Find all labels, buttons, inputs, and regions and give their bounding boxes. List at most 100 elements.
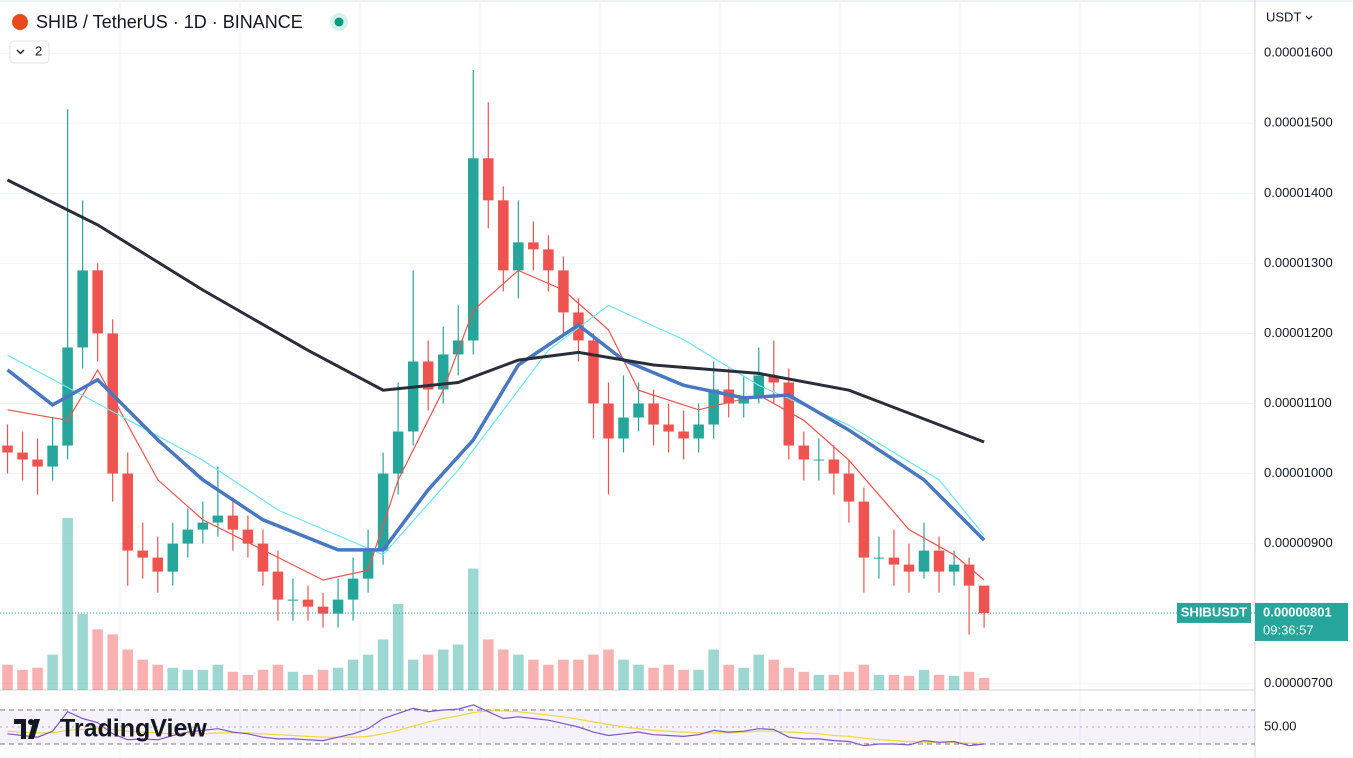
candle-body (227, 515, 239, 530)
volume-bar (888, 674, 900, 690)
candle-body (663, 424, 674, 432)
candle-body (558, 270, 569, 313)
volume-bar (873, 674, 885, 690)
candle-body (888, 557, 900, 565)
currency-selector[interactable]: USDT (1266, 9, 1301, 24)
currency-chevron (1305, 15, 1313, 20)
candle-body (182, 529, 194, 544)
candle-body (918, 550, 930, 572)
y-tick-label: 0.00001100 (1264, 395, 1332, 410)
countdown-text: 09:36:57 (1263, 622, 1314, 637)
moving-average (7, 269, 985, 581)
volume-bar (723, 664, 734, 690)
symbol-badge (1177, 602, 1251, 623)
indicator-toggle[interactable] (9, 40, 50, 64)
candle-body (362, 550, 374, 579)
volume-bar (2, 664, 13, 690)
volume-bar (483, 639, 494, 690)
candle-body (152, 557, 164, 572)
volume-bar (422, 654, 434, 690)
rsi-tick-label: 50.00 (1264, 718, 1297, 733)
volume-bar (858, 664, 870, 690)
volume-bar (783, 667, 795, 690)
candle-body (197, 522, 209, 530)
volume-bar (302, 674, 314, 690)
volume-bar (468, 568, 479, 690)
candle-body (422, 361, 434, 390)
candle-body (543, 249, 554, 271)
y-tick-label: 0.00001000 (1264, 465, 1333, 480)
candle-body (2, 445, 13, 453)
candle-body (242, 529, 254, 544)
volume-bar (678, 669, 689, 690)
candle-body (257, 543, 269, 572)
volume-bar (933, 674, 945, 690)
volume-bar (47, 654, 58, 690)
volume-bar (843, 671, 855, 690)
volume-bar (963, 671, 975, 690)
candle-body (47, 445, 58, 467)
volume-bar (528, 659, 539, 690)
volume-bar (452, 644, 464, 690)
candle-body (513, 242, 524, 271)
volume-bar (918, 669, 930, 690)
volume-bar (498, 649, 509, 690)
candle-body (377, 473, 389, 551)
candle-body (678, 431, 689, 439)
candle-body (903, 564, 915, 572)
volume-bar (257, 669, 269, 690)
volume-bar (948, 675, 960, 690)
candle-body (92, 270, 103, 334)
candle-body (633, 403, 644, 418)
candle-body (948, 564, 960, 572)
volume-bar (317, 669, 329, 690)
volume-bar (212, 664, 224, 690)
candle-body (858, 501, 870, 558)
volume-bar (648, 667, 659, 690)
volume-bar (137, 659, 148, 690)
status-dot (334, 17, 344, 27)
candle-body (167, 543, 179, 572)
candle-body (483, 158, 494, 201)
volume-bar (798, 671, 810, 690)
candle-body (332, 599, 344, 614)
logo-text: TradingView (60, 715, 207, 743)
candle-body (648, 403, 659, 425)
candle-body (963, 564, 975, 586)
candle-body (32, 459, 43, 467)
volume-bar (603, 649, 614, 690)
candle-body (17, 452, 28, 460)
volume-bar (197, 669, 209, 690)
candle-body (813, 459, 825, 461)
volume-bar (272, 664, 284, 690)
volume-bar (693, 669, 704, 690)
candle-body (738, 396, 749, 404)
volume-bar (287, 671, 299, 690)
y-tick-label: 0.00001600 (1264, 45, 1333, 60)
candle-body (798, 445, 810, 460)
symbol-badge-text: SHIBUSDT (1181, 604, 1248, 619)
candle-body (588, 340, 599, 404)
volume-bar (17, 669, 28, 690)
volume-bar (663, 664, 674, 690)
candle-body (873, 557, 885, 559)
y-tick-label: 0.00001200 (1264, 325, 1333, 340)
candle-body (272, 571, 284, 600)
volume-bar (738, 667, 749, 690)
y-tick-label: 0.00001300 (1264, 255, 1333, 270)
volume-bar (558, 659, 569, 690)
candle-body (317, 606, 329, 614)
candle-body (107, 333, 118, 474)
symbol-title: SHIB / TetherUS · 1D · BINANCE (36, 12, 303, 32)
moving-average (6, 322, 986, 552)
candle-body (978, 585, 990, 613)
candle-body (528, 242, 539, 250)
candle-body (287, 599, 299, 601)
candle-body (407, 361, 419, 432)
volume-bar (437, 649, 449, 690)
volume-bar (347, 659, 359, 690)
volume-bar (92, 629, 103, 690)
volume-bar (32, 667, 43, 690)
candle-body (347, 578, 359, 600)
